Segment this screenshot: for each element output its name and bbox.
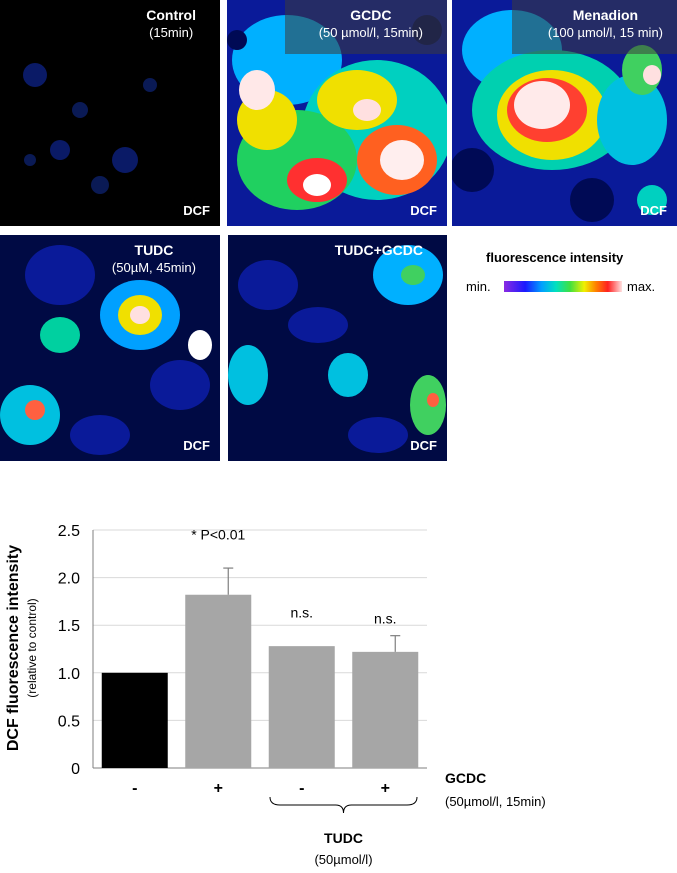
tudc-gcdc-image-panel: TUDC+GCDC DCF bbox=[228, 235, 447, 461]
significance-label: n.s. bbox=[290, 605, 313, 621]
menadion-dcf-tag: DCF bbox=[640, 203, 667, 218]
tudc-image-panel: TUDC (50µM, 45min) DCF bbox=[0, 235, 220, 461]
y-tick-label: 1.0 bbox=[58, 666, 80, 683]
gcdc-dcf-tag: DCF bbox=[410, 203, 437, 218]
x-category-label: + bbox=[381, 780, 390, 797]
tudc-gcdc-dcf-tag: DCF bbox=[410, 438, 437, 453]
bar bbox=[101, 672, 168, 768]
dcf-bar-chart: 0 0.5 1.0 1.5 2.0 2.5 DCF fluorescence intensi… bbox=[5, 523, 546, 867]
gcdc-title: GCDC (50 µmol/l, 15min) bbox=[318, 7, 423, 40]
menadion-label-shade bbox=[512, 0, 677, 54]
bar bbox=[185, 594, 252, 768]
tudc-group-sublabel: (50µmol/l) bbox=[314, 852, 372, 867]
gcdc-label-shade bbox=[285, 0, 447, 54]
y-tick-label: 0 bbox=[71, 761, 80, 778]
menadion-title: Menadion (100 µmol/l, 15 min) bbox=[547, 7, 663, 40]
menadion-image-panel: Menadion (100 µmol/l, 15 min) DCF bbox=[452, 0, 677, 226]
y-axis-subtitle: (relative to control) bbox=[25, 598, 39, 697]
control-fluorescence-image bbox=[0, 0, 220, 226]
x-category-label: + bbox=[214, 780, 223, 797]
x-category-label: - bbox=[132, 780, 137, 797]
tudc-gcdc-fluorescence-image bbox=[228, 235, 447, 461]
x-category-label: - bbox=[299, 780, 304, 797]
gcdc-row-sublabel: (50µmol/l, 15min) bbox=[445, 794, 546, 809]
y-tick-label: 1.5 bbox=[58, 618, 80, 635]
y-tick-label: 0.5 bbox=[58, 713, 80, 730]
tudc-bracket bbox=[269, 796, 418, 814]
significance-label: * P<0.01 bbox=[191, 527, 245, 543]
legend-min-label: min. bbox=[466, 279, 491, 294]
bar bbox=[352, 651, 419, 768]
legend-max-label: max. bbox=[627, 279, 656, 294]
legend-title: fluorescence intensity bbox=[486, 250, 624, 265]
y-axis-title: DCF fluorescence intensity bbox=[5, 545, 22, 751]
gcdc-fluorescence-image bbox=[227, 0, 447, 226]
significance-label: n.s. bbox=[374, 610, 397, 626]
tudc-group-label: TUDC bbox=[324, 830, 363, 846]
y-tick-label: 2.0 bbox=[58, 571, 80, 588]
tudc-fluorescence-image bbox=[0, 235, 220, 461]
tudc-gcdc-title: TUDC+GCDC bbox=[334, 242, 423, 258]
gcdc-image-panel: GCDC (50 µmol/l, 15min) DCF bbox=[227, 0, 447, 226]
bar bbox=[268, 646, 335, 768]
tudc-title: TUDC (50µM, 45min) bbox=[111, 242, 196, 275]
control-dcf-tag: DCF bbox=[183, 203, 210, 218]
y-tick-label: 2.5 bbox=[58, 523, 80, 540]
control-title: Control (15min) bbox=[146, 7, 196, 40]
legend-color-bar bbox=[504, 281, 622, 292]
control-image-panel: Control (15min) DCF bbox=[0, 0, 220, 226]
gcdc-row-label: GCDC bbox=[445, 770, 486, 786]
tudc-dcf-tag: DCF bbox=[183, 438, 210, 453]
